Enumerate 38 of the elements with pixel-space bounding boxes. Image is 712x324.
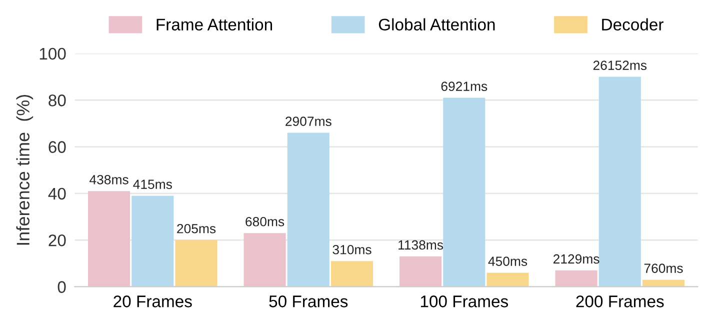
bar [642,280,685,287]
legend-label: Global Attention [378,18,495,30]
legend-label: Frame Attention [156,18,272,30]
bar [330,261,374,287]
y-tick-label: 40 [48,188,66,200]
annotation: 415ms [133,180,172,189]
annotation: 1138ms [398,240,444,250]
x-tick-label: 200 Frames [576,296,664,308]
legend-label: Decoder [602,18,664,30]
bar [175,240,218,287]
x-tick-label: 100 Frames [420,296,508,308]
bar [244,233,286,287]
annotation: 205ms [177,224,216,234]
y-tick-label: 20 [48,234,66,246]
x-tick-label: 50 Frames [269,296,348,308]
annotation: 450ms [488,256,528,266]
annotation: 438ms [90,174,128,184]
bar [443,98,486,287]
annotation: 2907ms [286,116,332,126]
annotation: 26152ms [593,60,647,70]
y-tick-label: 100 [40,48,66,60]
annotation: 760ms [644,264,683,273]
annotation: 680ms [246,216,284,226]
annotation: 2129ms [553,254,600,264]
y-tick-label: 60 [48,141,66,153]
y-tick-label: 80 [48,94,66,106]
bar [598,76,641,287]
y-axis-title: Inference time (%) [16,94,34,245]
y-tick-label: 0 [58,281,66,293]
annotation: 310ms [332,244,372,254]
annotation: 6921ms [441,82,488,92]
bar [555,270,598,287]
bar [88,191,130,287]
bar [287,132,330,287]
bar [486,272,529,287]
x-tick-label: 20 Frames [114,296,192,308]
bar [400,256,442,287]
bar [132,196,174,287]
